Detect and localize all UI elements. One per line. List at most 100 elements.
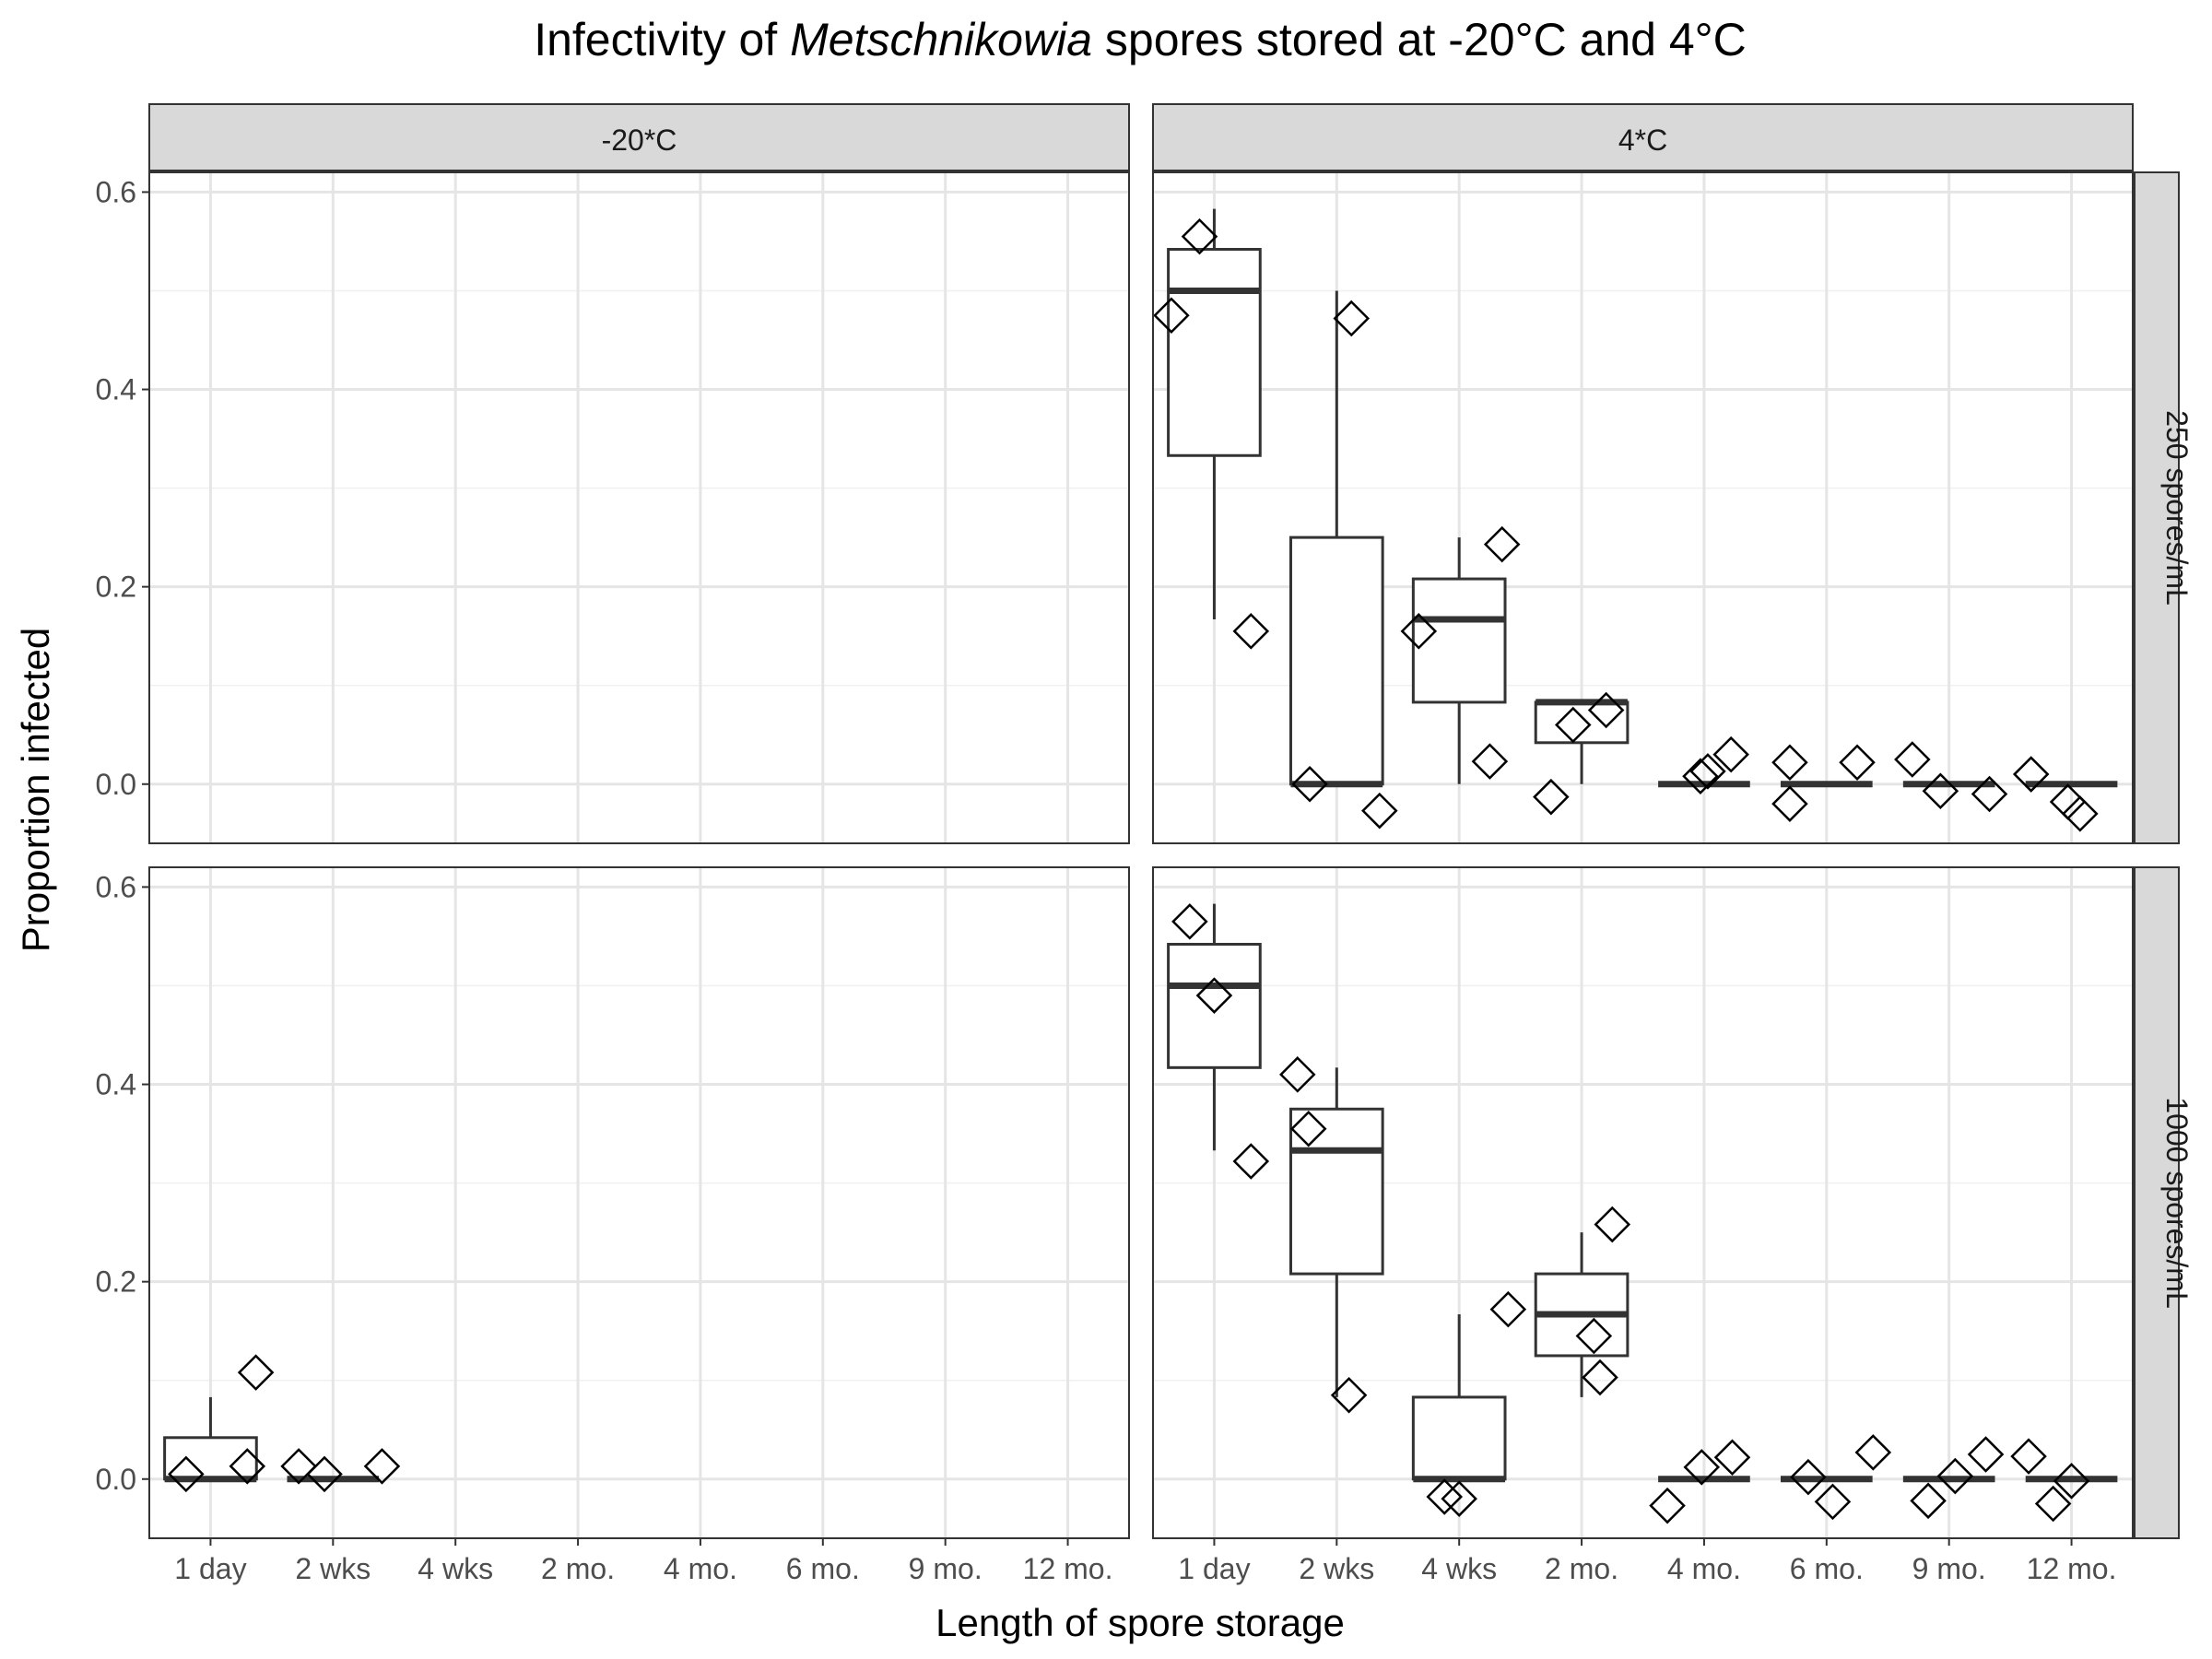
y-axis-title: Proportion infected (14, 628, 57, 953)
x-tick-label: 2 mo. (541, 1552, 615, 1585)
data-point (1814, 1483, 1852, 1521)
x-tick-label: 12 mo. (2027, 1552, 2117, 1585)
strip-column-bg (148, 103, 1130, 171)
strip-column-bg (1152, 103, 2134, 171)
x-tick-label: 1 day (174, 1552, 246, 1585)
data-point (1594, 1206, 1631, 1243)
data-point (1441, 1480, 1477, 1517)
box-1-day (163, 1396, 258, 1483)
box-body (1167, 248, 1262, 457)
data-point (1279, 1056, 1316, 1093)
panel-background (149, 867, 1129, 1538)
strip-row-bg (2134, 866, 2180, 1539)
x-tick-label: 2 wks (1299, 1552, 1374, 1585)
data-point (1712, 735, 1749, 773)
box-body (1411, 1395, 1507, 1481)
box-body (1288, 535, 1384, 786)
y-tick-label: 0.4 (96, 1068, 136, 1101)
data-point (1582, 1359, 1618, 1396)
panel-background (149, 172, 1129, 843)
data-point (1171, 903, 1208, 940)
box-2-wks (1288, 1067, 1384, 1397)
data-point (1922, 772, 1959, 810)
data-point (1289, 1110, 1327, 1147)
data-point (2053, 1463, 2090, 1500)
data-point (1790, 1458, 1827, 1496)
data-point (1683, 1449, 1721, 1486)
strip-column-label: -20*C (602, 124, 677, 157)
x-tick-label: 4 mo. (664, 1552, 737, 1585)
data-point (1232, 613, 1270, 650)
data-point (1471, 743, 1509, 780)
x-tick-label: 2 wks (295, 1552, 371, 1585)
data-point (1489, 1290, 1527, 1328)
strip-row-label: 250 spores/mL (2160, 410, 2194, 606)
data-point (1771, 744, 1808, 781)
strip-row-label: 1000 spores/mL (2160, 1097, 2194, 1308)
data-point (1971, 775, 2008, 813)
box-body (1167, 943, 1262, 1069)
strip-row-bg (2134, 171, 2180, 844)
data-point (1426, 1478, 1464, 1515)
x-tick-label: 2 mo. (1545, 1552, 1618, 1585)
x-tick-label: 6 mo. (1790, 1552, 1864, 1585)
data-point (1330, 1376, 1368, 1414)
panel-border (148, 866, 1130, 1539)
data-point (1894, 741, 1931, 778)
box-2-mo- (1534, 1232, 1630, 1397)
panel-border (1152, 866, 2134, 1539)
data-point (1689, 753, 1726, 790)
data-point (1839, 744, 1876, 781)
x-axis-title: Length of spore storage (935, 1601, 1345, 1644)
data-point (363, 1448, 401, 1485)
panel (1152, 866, 2134, 1539)
y-tick-label: 0.0 (96, 768, 136, 801)
data-point (1533, 778, 1570, 816)
x-tick-label: 12 mo. (1023, 1552, 1113, 1585)
panel (148, 866, 1130, 1539)
box-body (163, 1436, 258, 1481)
x-tick-label: 9 mo. (909, 1552, 982, 1585)
data-point (1361, 792, 1398, 830)
x-tick-label: 6 mo. (786, 1552, 860, 1585)
box-1-day (1167, 903, 1262, 1151)
box-body (1534, 700, 1630, 745)
panel (148, 171, 1130, 844)
data-point (1649, 1487, 1686, 1524)
y-tick-label: 0.6 (96, 870, 136, 903)
data-point (1291, 765, 1328, 803)
data-point (280, 1448, 317, 1485)
x-tick-label: 4 mo. (1667, 1552, 1741, 1585)
data-point (229, 1448, 266, 1485)
data-point (1682, 758, 1719, 794)
chart-title-suffix: spores stored at -20°C and 4°C (1092, 14, 1747, 65)
box-2-wks (1288, 290, 1384, 788)
data-point (168, 1455, 205, 1493)
data-point (1483, 525, 1521, 563)
data-point (1153, 297, 1190, 335)
y-tick-label: 0.2 (96, 571, 136, 604)
y-tick-label: 0.0 (96, 1463, 136, 1496)
panel-border (148, 171, 1130, 844)
data-point (1232, 1143, 1270, 1180)
data-point (1554, 706, 1592, 744)
box-2-mo- (1534, 699, 1630, 784)
panel-border (1152, 171, 2134, 844)
box-1-day (1167, 208, 1262, 619)
data-point (1400, 613, 1438, 650)
data-point (2034, 1485, 2072, 1523)
panels-layer: -20*C 4*C 250 spores/mL 1000 spores/mL (148, 103, 2194, 1539)
x-tick-label: 4 wks (1421, 1552, 1497, 1585)
x-tick-label: 9 mo. (1912, 1552, 1986, 1585)
data-point (1967, 1436, 2005, 1473)
data-point (1713, 1439, 1751, 1476)
y-tick-label: 0.4 (96, 373, 136, 406)
box-4-wks (1411, 537, 1507, 784)
data-point (1333, 300, 1371, 337)
y-tick-label: 0.2 (96, 1265, 136, 1299)
chart-title-prefix: Infectivity of (534, 14, 790, 65)
data-point (2062, 795, 2099, 832)
x-tick-label: 4 wks (418, 1552, 493, 1585)
chart-title-italic: Metschnikowia (790, 14, 1092, 65)
